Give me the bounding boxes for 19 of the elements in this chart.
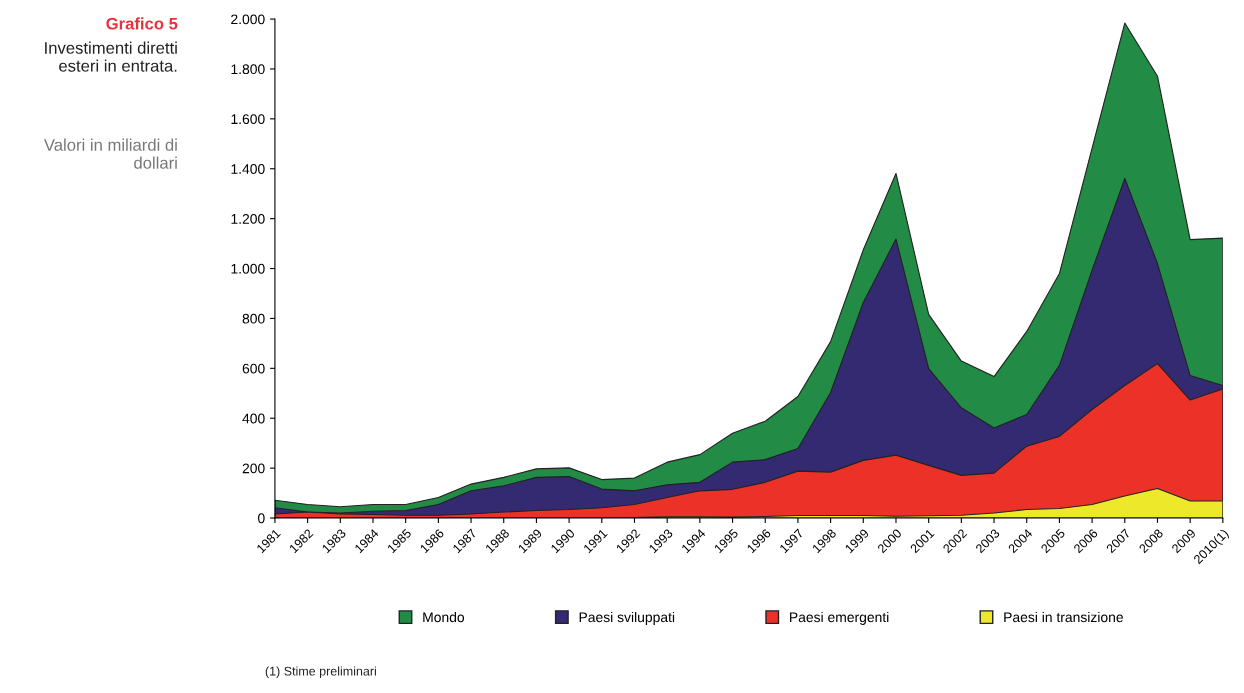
y-tick-label: 2.000 <box>231 14 265 25</box>
y-tick-label: 1.200 <box>231 213 265 224</box>
text: (1) Stime preliminari <box>265 666 376 679</box>
y-tick-label: 1.800 <box>231 64 265 75</box>
y-tick-label: 1.400 <box>231 164 265 174</box>
legend-label: Paesi sviluppati <box>579 611 675 625</box>
y-tick-label: 600 <box>242 363 265 374</box>
legend-label: Paesi in transizione <box>1004 611 1123 623</box>
y-tick-label: 400 <box>242 413 265 424</box>
y-tick-label: 800 <box>242 313 265 324</box>
y-tick-label: 0 <box>258 513 265 524</box>
y-tick-label: 200 <box>242 463 265 474</box>
legend-label: Mondo <box>423 611 465 623</box>
chart-title: Grafico 5 <box>106 17 178 30</box>
y-tick-label: 1.600 <box>231 114 265 125</box>
y-tick-label: 1.000 <box>231 263 265 274</box>
legend-label: Paesi emergenti <box>790 611 889 625</box>
text: Investimenti diretti esteri in entrata. <box>45 41 177 72</box>
text: Valori in miliardi di dollari <box>43 138 177 169</box>
